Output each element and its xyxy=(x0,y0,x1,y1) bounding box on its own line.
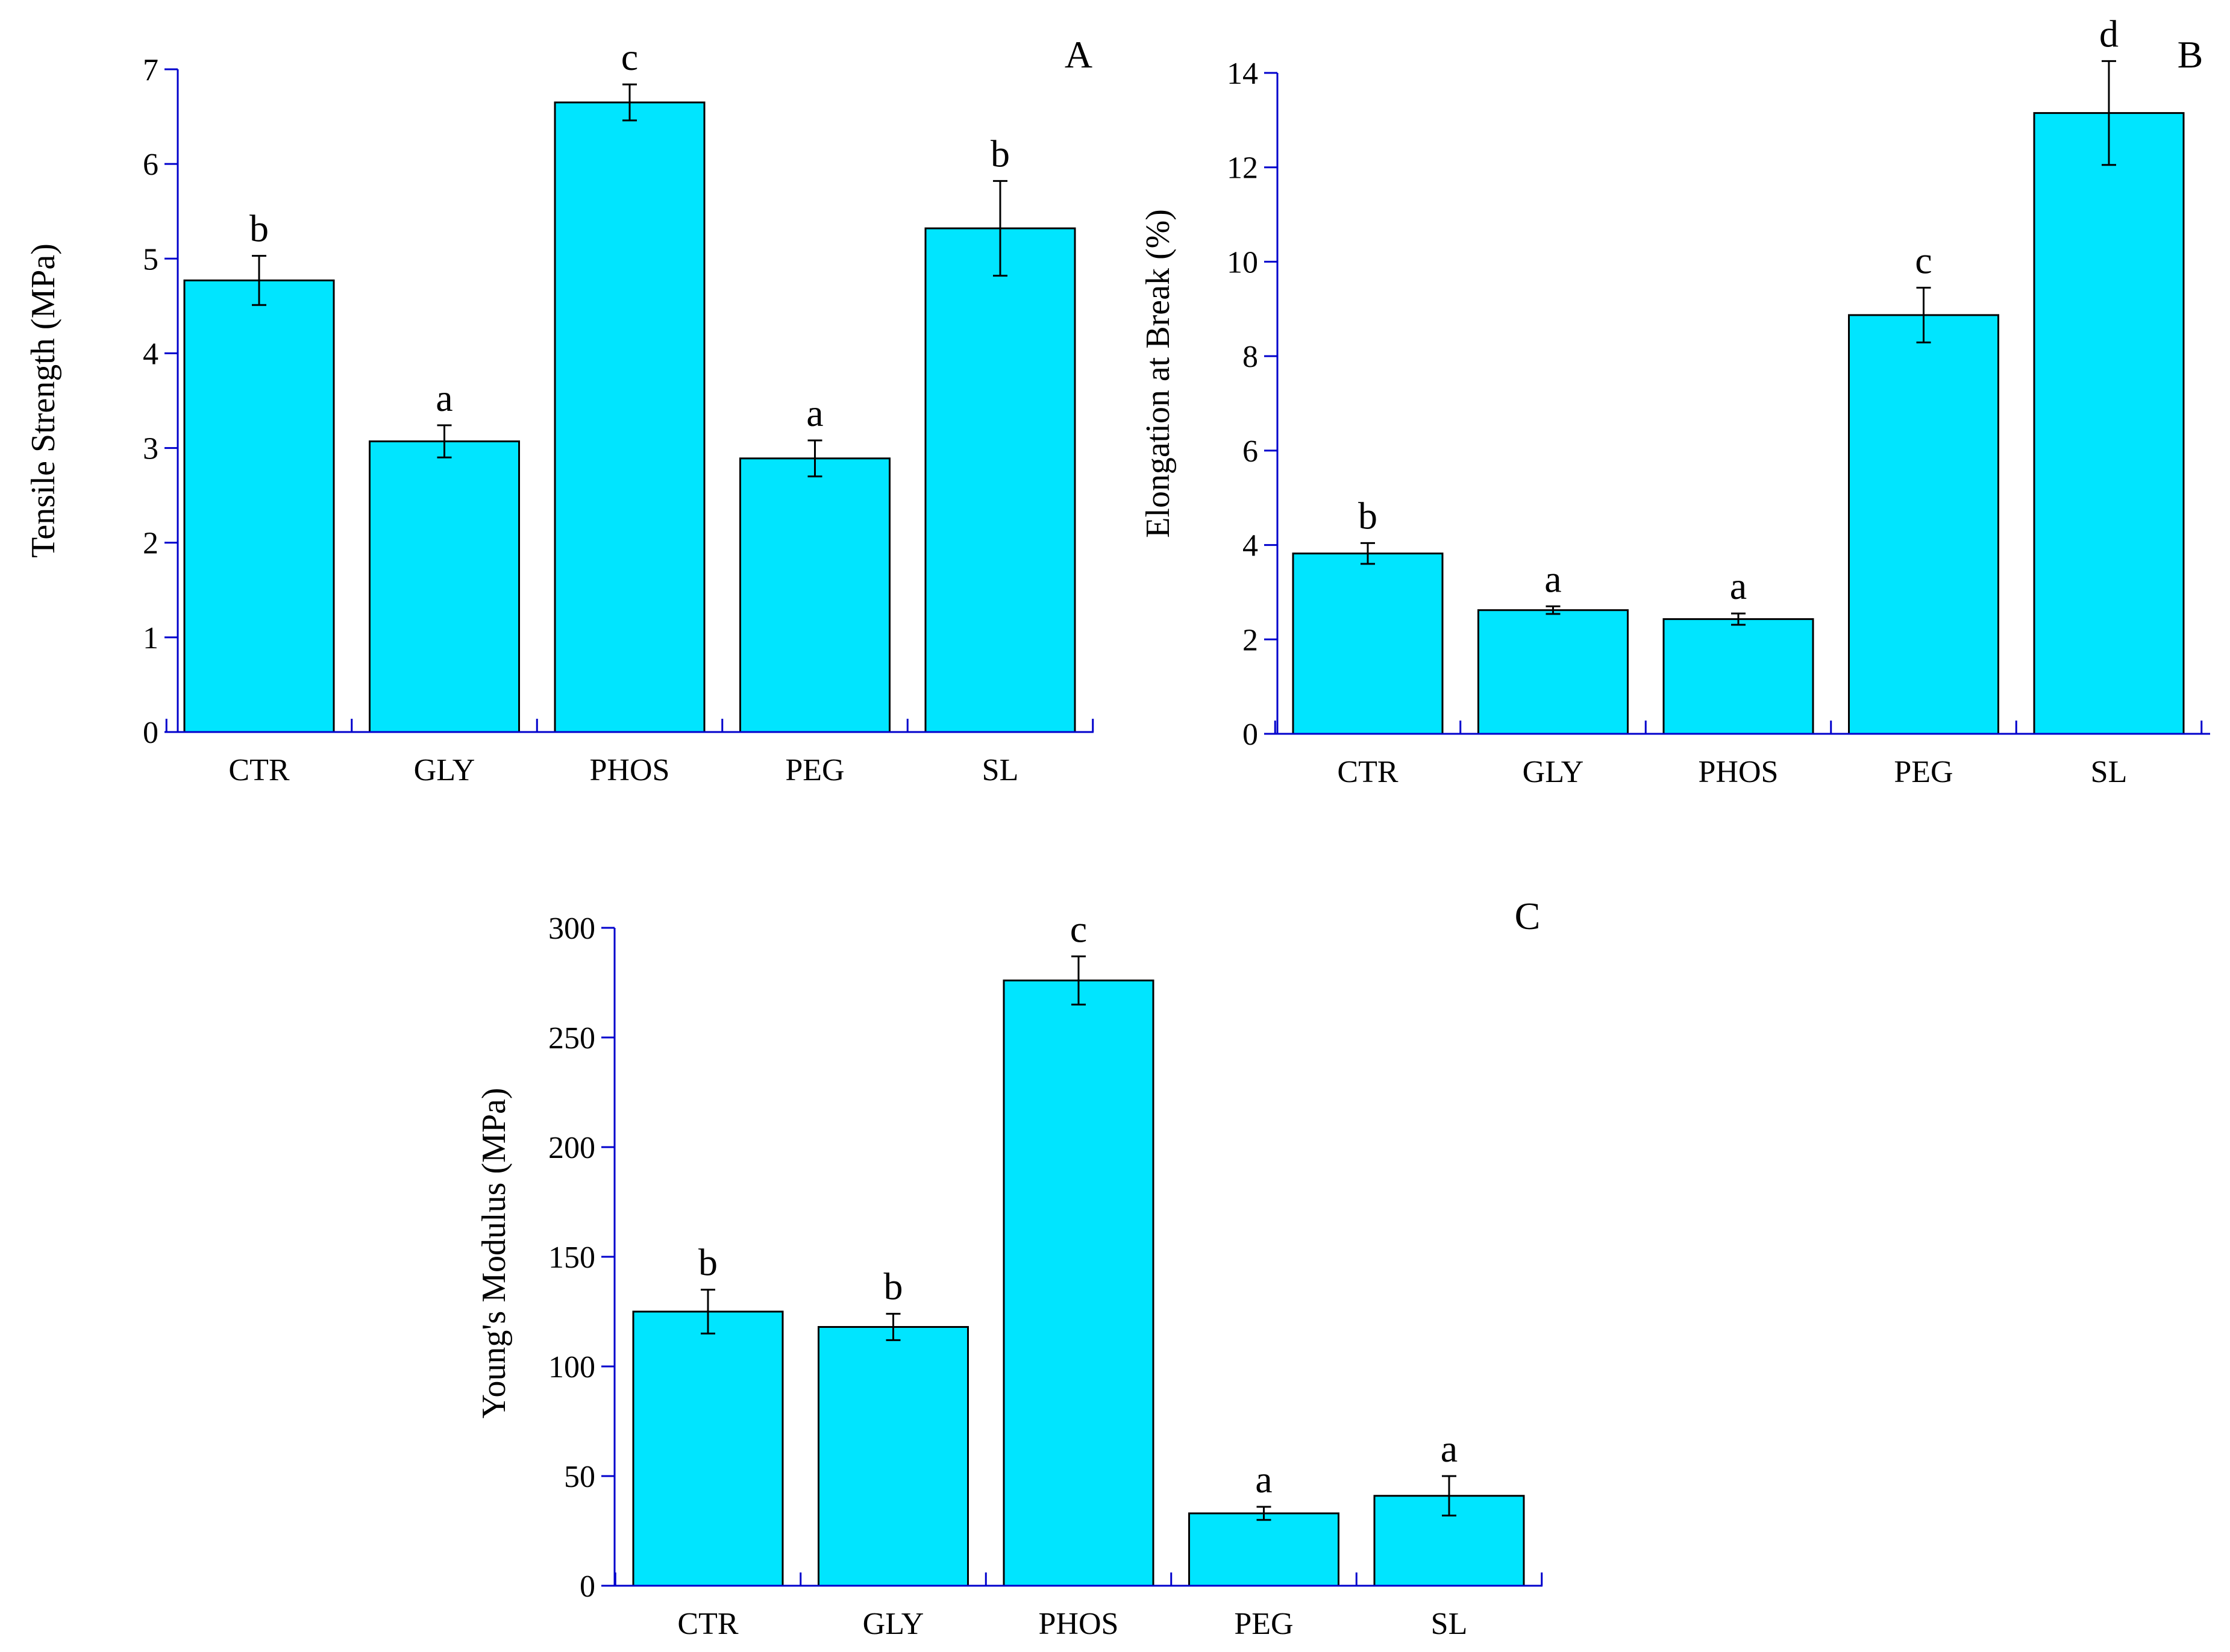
y-tick-label: 1 xyxy=(143,621,158,655)
significance-label: a xyxy=(1255,1458,1272,1501)
category-label-peg: PEG xyxy=(1234,1607,1293,1641)
category-label-sl: SL xyxy=(982,753,1019,787)
y-tick-label: 150 xyxy=(548,1241,595,1275)
category-label-gly: GLY xyxy=(414,753,475,787)
category-label-ctr: CTR xyxy=(677,1607,738,1641)
y-tick-label: 300 xyxy=(548,912,595,946)
category-label-peg: PEG xyxy=(1894,755,1953,789)
significance-label: b xyxy=(698,1241,718,1284)
bar-ctr xyxy=(632,1310,784,1587)
error-bar-ctr xyxy=(252,255,266,306)
y-axis-title: Tensile Strength (MPa) xyxy=(25,243,62,558)
significance-label: b xyxy=(1358,494,1377,537)
y-tick-label: 3 xyxy=(143,432,158,466)
bar-gly xyxy=(818,1325,969,1587)
y-tick-label: 2 xyxy=(1242,623,1258,657)
y-tick-label: 14 xyxy=(1227,57,1258,91)
error-bar-phos xyxy=(1731,612,1746,626)
panel-c: b b c a a 0 50 100 150 200 250 300 CTR GLY PHOS PEG SL Yo… xyxy=(475,895,1543,1641)
category-label-phos: PHOS xyxy=(1699,755,1779,789)
y-tick-label: 8 xyxy=(1242,340,1258,374)
panel-b: b a a c d 0 2 4 6 8 10 12 14 CTR GLY PHOS PEG SL Elongatio… xyxy=(1139,12,2210,789)
y-tick-label: 6 xyxy=(143,148,158,182)
bar-gly xyxy=(369,440,520,733)
category-label-peg: PEG xyxy=(785,753,844,787)
panel-letter: C xyxy=(1515,895,1541,937)
category-label-gly: GLY xyxy=(863,1607,924,1641)
category-label-phos: PHOS xyxy=(590,753,670,787)
y-axis-title: Young's Modulus (MPa) xyxy=(475,1088,513,1419)
error-bar-phos xyxy=(622,83,637,122)
panel-letter: A xyxy=(1065,33,1092,76)
bar-gly xyxy=(1477,609,1629,735)
bar-peg xyxy=(1188,1512,1339,1587)
bar-phos xyxy=(554,101,706,733)
category-label-sl: SL xyxy=(1431,1607,1468,1641)
error-bar-sl xyxy=(1442,1475,1456,1517)
y-axis-title: Elongation at Break (%) xyxy=(1139,209,1177,538)
significance-label: c xyxy=(1915,239,1932,282)
y-tick-label: 5 xyxy=(143,242,158,277)
bar-ctr xyxy=(183,279,335,733)
significance-label: a xyxy=(806,392,823,434)
bar-sl xyxy=(924,227,1076,733)
error-bar-gly xyxy=(886,1313,901,1341)
category-label-phos: PHOS xyxy=(1039,1607,1119,1641)
bar-phos xyxy=(1003,979,1154,1587)
category-label-gly: GLY xyxy=(1523,755,1584,789)
bar-phos xyxy=(1662,618,1814,735)
category-label-sl: SL xyxy=(2091,755,2128,789)
error-bar-phos xyxy=(1071,955,1086,1006)
y-tick-label: 7 xyxy=(143,53,158,87)
bar-peg xyxy=(739,457,891,733)
error-bar-gly xyxy=(437,424,452,458)
category-label-ctr: CTR xyxy=(228,753,289,787)
bar-sl xyxy=(2033,112,2185,735)
error-bar-sl xyxy=(993,180,1007,277)
y-tick-label: 10 xyxy=(1227,245,1258,280)
y-tick-label: 200 xyxy=(548,1131,595,1165)
y-tick-label: 4 xyxy=(143,337,158,371)
panel-a: b a c a b 0 1 2 3 4 5 6 7 CTR GLY PHOS PEG SL Tensile Stre… xyxy=(25,33,1094,787)
significance-label: c xyxy=(621,36,638,78)
significance-label: a xyxy=(1441,1427,1458,1470)
significance-label: a xyxy=(436,377,453,419)
significance-label: d xyxy=(2099,12,2119,55)
y-tick-label: 4 xyxy=(1242,529,1258,563)
error-bar-ctr xyxy=(701,1289,715,1334)
significance-label: b xyxy=(991,132,1010,175)
error-bar-gly xyxy=(1546,605,1561,615)
significance-label: a xyxy=(1730,565,1747,607)
y-tick-label: 100 xyxy=(548,1350,595,1384)
significance-label: b xyxy=(884,1265,903,1308)
significance-label: a xyxy=(1544,557,1561,600)
y-tick-label: 12 xyxy=(1227,151,1258,186)
error-bar-peg xyxy=(1916,287,1931,343)
significance-label: c xyxy=(1070,907,1087,950)
error-bar-ctr xyxy=(1361,542,1375,565)
category-label-ctr: CTR xyxy=(1337,755,1398,789)
significance-label: b xyxy=(249,207,269,250)
y-tick-label: 6 xyxy=(1242,434,1258,469)
y-tick-label: 250 xyxy=(548,1021,595,1056)
bar-peg xyxy=(1848,314,1999,735)
y-tick-label: 2 xyxy=(143,527,158,561)
y-tick-label: 0 xyxy=(1242,718,1258,752)
y-tick-label: 50 xyxy=(564,1460,595,1494)
error-bar-peg xyxy=(807,439,822,478)
error-bar-peg xyxy=(1256,1506,1271,1521)
error-bar-sl xyxy=(2102,60,2116,166)
bar-ctr xyxy=(1292,552,1444,735)
panel-letter: B xyxy=(2178,33,2203,76)
y-tick-label: 0 xyxy=(580,1569,595,1604)
y-tick-label: 0 xyxy=(143,716,158,750)
